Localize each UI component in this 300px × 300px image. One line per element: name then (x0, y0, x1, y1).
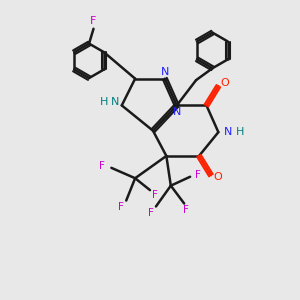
Text: F: F (90, 16, 97, 26)
Text: O: O (220, 78, 229, 88)
Text: F: F (118, 202, 124, 212)
Text: F: F (99, 161, 105, 171)
Text: F: F (195, 170, 200, 180)
Text: N: N (224, 127, 232, 137)
Text: N: N (111, 98, 119, 107)
Text: F: F (183, 205, 189, 215)
Text: H: H (236, 127, 244, 137)
Text: H: H (100, 98, 108, 107)
Text: F: F (152, 190, 158, 200)
Text: N: N (172, 107, 181, 117)
Text: F: F (148, 208, 154, 218)
Text: N: N (161, 67, 169, 77)
Text: O: O (213, 172, 222, 182)
